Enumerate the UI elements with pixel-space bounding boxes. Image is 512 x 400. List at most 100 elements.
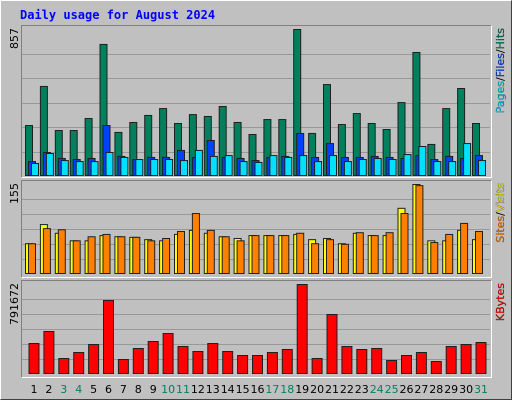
x-tick-label: 8	[135, 383, 142, 396]
bar	[162, 333, 174, 374]
bar	[88, 344, 100, 375]
bar	[60, 160, 69, 176]
bar	[222, 351, 234, 374]
x-tick-label: 30	[459, 383, 473, 396]
bar	[371, 348, 383, 374]
bar	[448, 161, 457, 176]
bar	[299, 155, 308, 177]
bar	[28, 243, 36, 274]
bar	[385, 232, 394, 274]
bar	[356, 349, 368, 374]
bar	[370, 235, 379, 274]
bar	[103, 300, 114, 374]
bar	[191, 213, 200, 274]
legend-entry: KBytes	[494, 283, 507, 321]
bar	[194, 149, 203, 177]
bar	[58, 358, 70, 374]
bar	[135, 159, 144, 177]
bar	[150, 159, 159, 177]
bar	[177, 231, 185, 274]
bar	[90, 161, 99, 176]
bar	[165, 159, 174, 177]
bar	[281, 235, 290, 274]
x-tick-label: 5	[90, 383, 97, 396]
bar	[314, 161, 323, 176]
bar	[284, 156, 293, 176]
bar	[73, 352, 85, 374]
bar	[192, 351, 204, 374]
x-tick-label: 31	[474, 383, 488, 396]
x-tick-label: 12	[191, 383, 205, 396]
bar	[418, 145, 427, 177]
legend: Pages/Files/Hits	[494, 28, 507, 114]
bar	[224, 155, 233, 177]
bevel	[21, 280, 492, 378]
x-tick-label: 25	[385, 383, 399, 396]
x-tick-label: 15	[236, 383, 250, 396]
chart-title: Daily usage for August 2024	[20, 8, 215, 22]
y-tick-label: 857	[8, 28, 21, 49]
bar	[400, 213, 409, 274]
bar	[251, 235, 260, 274]
y-tick-label: 791672	[8, 283, 21, 325]
bar	[341, 346, 353, 374]
legend-entry: Files	[494, 53, 507, 77]
bar	[358, 159, 367, 177]
bar	[236, 240, 245, 275]
x-tick-label: 7	[120, 383, 127, 396]
bar	[430, 242, 439, 274]
x-tick-label: 4	[75, 383, 82, 396]
x-tick-label: 11	[176, 383, 190, 396]
bar	[415, 352, 427, 374]
bar	[296, 284, 308, 374]
bar	[386, 360, 398, 375]
bevel	[21, 25, 492, 178]
legend-entry: Visits	[494, 183, 507, 212]
bar	[460, 344, 472, 375]
x-tick-label: 28	[429, 383, 443, 396]
x-tick-label: 13	[206, 383, 220, 396]
bar	[445, 233, 454, 275]
bar	[105, 151, 114, 176]
bar	[120, 156, 129, 176]
x-tick-label: 17	[265, 383, 279, 396]
bar	[117, 236, 126, 275]
bevel	[21, 280, 492, 378]
bar	[87, 236, 96, 275]
x-tick-label: 3	[60, 383, 67, 396]
bar	[237, 355, 249, 374]
bar	[475, 231, 483, 274]
bar	[433, 161, 442, 176]
bar	[403, 154, 412, 177]
bar	[388, 159, 397, 177]
legend-separator: /	[494, 77, 507, 81]
bar	[311, 243, 320, 274]
x-tick-label: 16	[251, 383, 265, 396]
bar	[415, 185, 424, 274]
bar	[132, 348, 144, 374]
y-tick-label: 155	[8, 183, 21, 204]
x-tick-label: 20	[310, 383, 324, 396]
x-tick-label: 27	[414, 383, 428, 396]
bar	[475, 342, 487, 374]
x-tick-label: 22	[340, 383, 354, 396]
bar	[266, 235, 275, 274]
bar	[254, 161, 263, 177]
bar	[401, 355, 412, 374]
x-tick-label: 6	[105, 383, 112, 396]
x-tick-label: 21	[325, 383, 339, 396]
legend: KBytes	[494, 283, 507, 321]
bar	[209, 155, 218, 176]
bar	[296, 232, 305, 275]
bevel	[21, 25, 492, 178]
bar	[269, 155, 278, 177]
bar	[281, 349, 293, 374]
bar	[162, 238, 171, 274]
bar	[102, 233, 111, 275]
x-tick-label: 24	[370, 383, 384, 396]
legend-entry: Hits	[494, 28, 507, 50]
x-tick-label: 18	[280, 383, 294, 396]
bar	[326, 314, 338, 374]
bar	[43, 331, 55, 374]
bar	[180, 160, 188, 176]
